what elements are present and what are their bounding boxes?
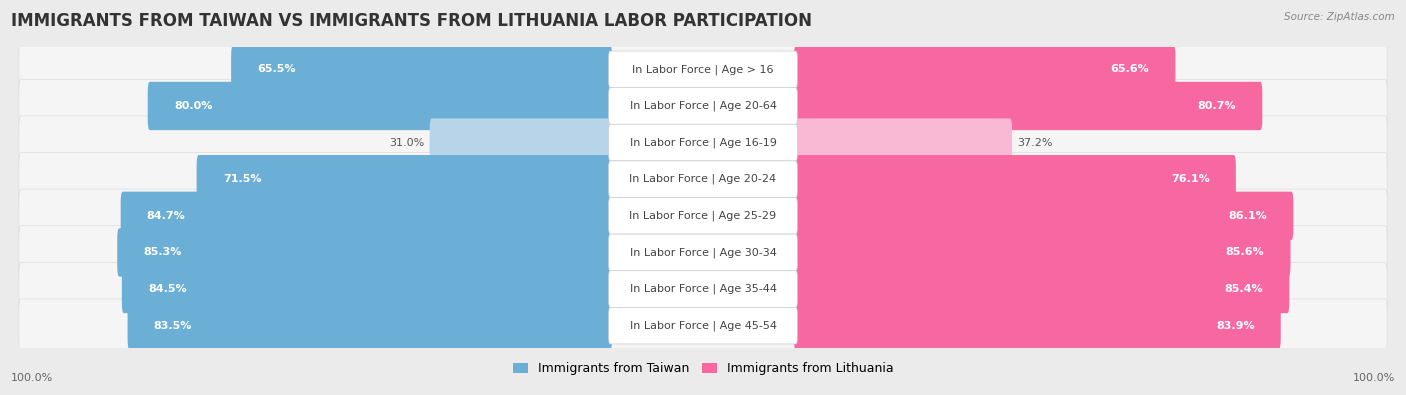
FancyBboxPatch shape	[794, 265, 1289, 313]
Text: 37.2%: 37.2%	[1017, 137, 1053, 148]
FancyBboxPatch shape	[794, 118, 1012, 167]
Text: 31.0%: 31.0%	[389, 137, 425, 148]
Text: IMMIGRANTS FROM TAIWAN VS IMMIGRANTS FROM LITHUANIA LABOR PARTICIPATION: IMMIGRANTS FROM TAIWAN VS IMMIGRANTS FRO…	[11, 12, 813, 30]
Text: 80.0%: 80.0%	[174, 101, 212, 111]
Text: 65.5%: 65.5%	[257, 64, 295, 74]
Text: 85.6%: 85.6%	[1226, 247, 1264, 258]
FancyBboxPatch shape	[18, 226, 1388, 279]
Text: In Labor Force | Age 30-34: In Labor Force | Age 30-34	[630, 247, 776, 258]
FancyBboxPatch shape	[609, 161, 797, 198]
Text: 100.0%: 100.0%	[1353, 373, 1395, 383]
FancyBboxPatch shape	[609, 307, 797, 344]
FancyBboxPatch shape	[18, 262, 1388, 316]
Text: In Labor Force | Age 25-29: In Labor Force | Age 25-29	[630, 211, 776, 221]
FancyBboxPatch shape	[18, 116, 1388, 169]
FancyBboxPatch shape	[128, 301, 612, 350]
Text: 83.9%: 83.9%	[1216, 321, 1254, 331]
FancyBboxPatch shape	[197, 155, 612, 203]
FancyBboxPatch shape	[609, 198, 797, 234]
FancyBboxPatch shape	[18, 79, 1388, 133]
FancyBboxPatch shape	[794, 301, 1281, 350]
Text: 85.3%: 85.3%	[143, 247, 181, 258]
Text: 83.5%: 83.5%	[153, 321, 193, 331]
FancyBboxPatch shape	[794, 155, 1236, 203]
FancyBboxPatch shape	[794, 228, 1291, 276]
Text: In Labor Force | Age > 16: In Labor Force | Age > 16	[633, 64, 773, 75]
Text: In Labor Force | Age 20-64: In Labor Force | Age 20-64	[630, 101, 776, 111]
Text: 85.4%: 85.4%	[1225, 284, 1263, 294]
FancyBboxPatch shape	[609, 88, 797, 124]
Text: 100.0%: 100.0%	[11, 373, 53, 383]
FancyBboxPatch shape	[121, 192, 612, 240]
FancyBboxPatch shape	[18, 43, 1388, 96]
Text: 76.1%: 76.1%	[1171, 174, 1209, 184]
FancyBboxPatch shape	[148, 82, 612, 130]
Text: In Labor Force | Age 35-44: In Labor Force | Age 35-44	[630, 284, 776, 294]
FancyBboxPatch shape	[794, 192, 1294, 240]
FancyBboxPatch shape	[794, 82, 1263, 130]
Text: In Labor Force | Age 16-19: In Labor Force | Age 16-19	[630, 137, 776, 148]
FancyBboxPatch shape	[794, 45, 1175, 94]
FancyBboxPatch shape	[117, 228, 612, 276]
FancyBboxPatch shape	[18, 299, 1388, 352]
FancyBboxPatch shape	[430, 118, 612, 167]
Text: In Labor Force | Age 20-24: In Labor Force | Age 20-24	[630, 174, 776, 184]
FancyBboxPatch shape	[609, 234, 797, 271]
FancyBboxPatch shape	[609, 124, 797, 161]
FancyBboxPatch shape	[122, 265, 612, 313]
Text: Source: ZipAtlas.com: Source: ZipAtlas.com	[1284, 12, 1395, 22]
FancyBboxPatch shape	[18, 152, 1388, 206]
Text: 84.7%: 84.7%	[146, 211, 186, 221]
Legend: Immigrants from Taiwan, Immigrants from Lithuania: Immigrants from Taiwan, Immigrants from …	[508, 357, 898, 380]
Text: 71.5%: 71.5%	[222, 174, 262, 184]
FancyBboxPatch shape	[609, 271, 797, 307]
Text: 80.7%: 80.7%	[1198, 101, 1236, 111]
FancyBboxPatch shape	[18, 189, 1388, 243]
Text: In Labor Force | Age 45-54: In Labor Force | Age 45-54	[630, 320, 776, 331]
Text: 65.6%: 65.6%	[1111, 64, 1149, 74]
FancyBboxPatch shape	[609, 51, 797, 88]
Text: 84.5%: 84.5%	[148, 284, 187, 294]
FancyBboxPatch shape	[231, 45, 612, 94]
Text: 86.1%: 86.1%	[1229, 211, 1267, 221]
